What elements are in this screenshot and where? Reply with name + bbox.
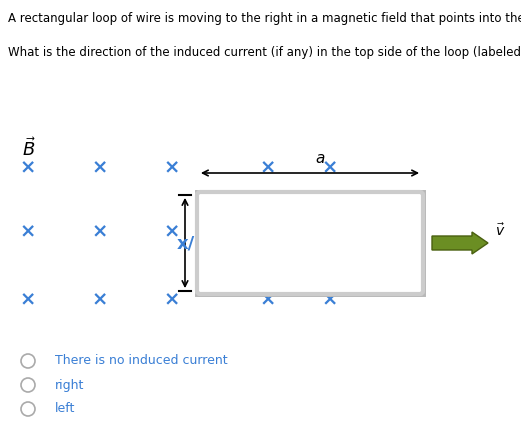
Bar: [198, 193, 422, 293]
Text: ×: ×: [92, 223, 108, 241]
Text: ×: ×: [164, 158, 180, 178]
Text: ×: ×: [260, 158, 276, 178]
Text: x/: x/: [177, 234, 195, 252]
Text: ×: ×: [20, 290, 36, 310]
Text: ×: ×: [260, 223, 276, 241]
Text: ×: ×: [20, 158, 36, 178]
Text: left: left: [55, 402, 76, 416]
Text: ×: ×: [20, 223, 36, 241]
Text: ×: ×: [322, 223, 338, 241]
Text: ×: ×: [322, 290, 338, 310]
Text: $\vec{v}$: $\vec{v}$: [495, 222, 505, 239]
Text: ×: ×: [164, 290, 180, 310]
Text: ×: ×: [260, 290, 276, 310]
Text: right: right: [55, 379, 84, 392]
Text: There is no induced current: There is no induced current: [55, 355, 228, 368]
FancyArrow shape: [432, 232, 488, 254]
Text: ×: ×: [92, 158, 108, 178]
Text: A rectangular loop of wire is moving to the right in a magnetic field that point: A rectangular loop of wire is moving to …: [8, 12, 521, 25]
Text: $\vec{B}$: $\vec{B}$: [22, 137, 36, 160]
FancyBboxPatch shape: [197, 192, 423, 294]
Text: ×: ×: [164, 223, 180, 241]
Text: What is the direction of the induced current (if any) in the top side of the loo: What is the direction of the induced cur…: [8, 46, 521, 59]
Text: $a$: $a$: [315, 151, 325, 166]
Text: ×: ×: [92, 290, 108, 310]
Text: ×: ×: [322, 158, 338, 178]
